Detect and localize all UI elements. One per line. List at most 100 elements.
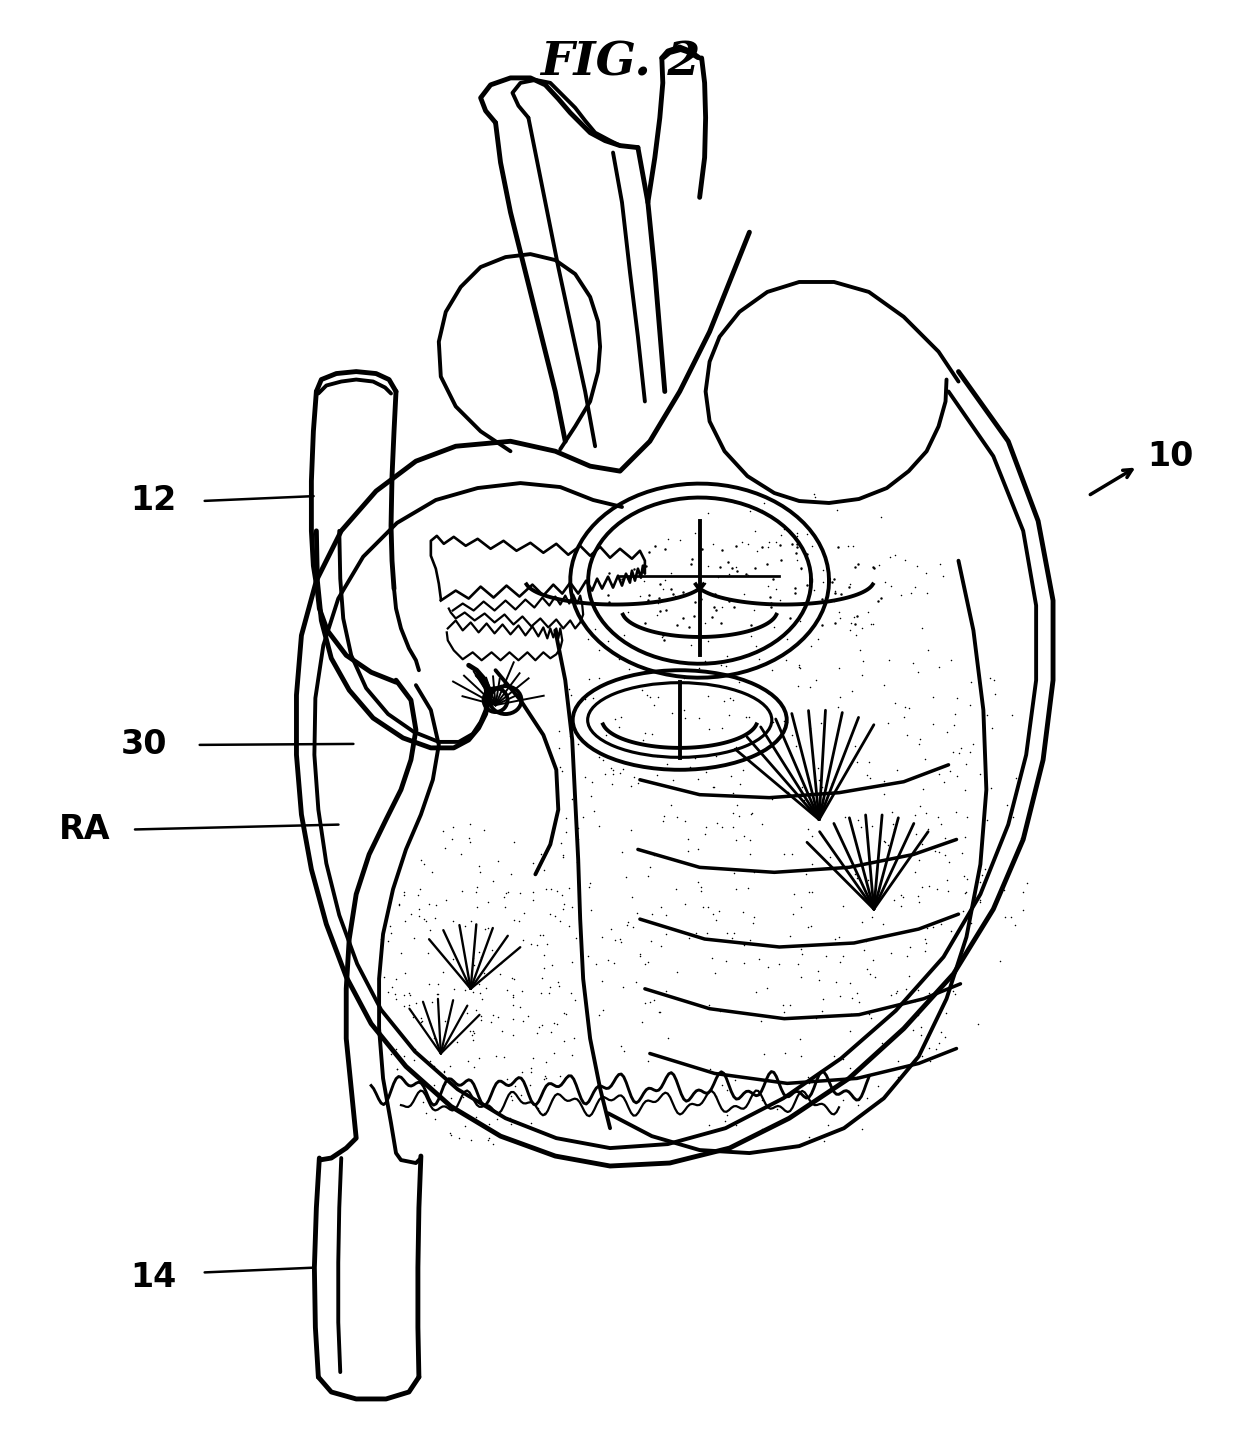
Point xyxy=(556,806,575,829)
Point xyxy=(627,902,647,925)
Point xyxy=(466,1105,486,1129)
Point xyxy=(739,533,759,556)
Point xyxy=(510,996,529,1019)
Point xyxy=(508,909,528,932)
Point xyxy=(501,1105,521,1129)
Point xyxy=(833,894,853,918)
Point xyxy=(477,890,497,913)
Point xyxy=(523,1092,543,1116)
Point xyxy=(939,851,959,874)
Point xyxy=(372,933,392,957)
Point xyxy=(548,975,568,998)
Point xyxy=(401,983,420,1006)
Point xyxy=(844,605,864,629)
Point xyxy=(915,939,935,962)
Point xyxy=(698,501,718,525)
Point xyxy=(568,827,588,850)
Point xyxy=(909,1003,929,1026)
Point xyxy=(471,946,491,970)
Point xyxy=(463,981,482,1004)
Point xyxy=(427,1027,446,1051)
Point xyxy=(800,675,820,698)
Point xyxy=(985,669,1004,692)
Point xyxy=(936,1001,956,1025)
Point xyxy=(505,967,525,990)
Point xyxy=(708,900,728,923)
Point xyxy=(532,981,552,1004)
Point xyxy=(479,1113,498,1136)
Point xyxy=(630,585,650,608)
Point xyxy=(753,812,773,835)
Point xyxy=(905,860,925,883)
Point xyxy=(521,1061,541,1084)
Point xyxy=(749,647,769,670)
Point xyxy=(774,517,794,540)
Point xyxy=(696,822,715,845)
Point xyxy=(512,980,532,1003)
Point xyxy=(611,705,631,728)
Point xyxy=(407,991,427,1014)
Point xyxy=(857,763,877,786)
Point xyxy=(727,556,746,579)
Point xyxy=(639,1051,658,1074)
Point xyxy=(900,844,920,867)
Point xyxy=(609,715,629,738)
Point xyxy=(802,825,822,848)
Point xyxy=(626,971,646,994)
Point xyxy=(632,728,652,751)
Point xyxy=(386,983,405,1006)
Point xyxy=(944,714,963,737)
Point xyxy=(719,562,739,585)
Point xyxy=(712,653,732,676)
Point xyxy=(801,634,821,657)
Point xyxy=(482,938,502,961)
Point xyxy=(651,935,671,958)
Point xyxy=(719,702,739,725)
Point xyxy=(562,896,582,919)
Point xyxy=(386,1038,405,1061)
Text: FIG. 2: FIG. 2 xyxy=(539,40,701,85)
Point xyxy=(501,863,521,886)
Point xyxy=(890,584,910,607)
Point xyxy=(945,983,965,1006)
Point xyxy=(693,896,713,919)
Point xyxy=(729,803,749,827)
Point xyxy=(910,728,930,751)
Point xyxy=(977,704,997,727)
Point xyxy=(652,626,672,649)
Point xyxy=(857,825,877,848)
Point xyxy=(453,1085,472,1108)
Point xyxy=(505,831,525,854)
Point xyxy=(942,980,962,1003)
Point xyxy=(551,756,570,779)
Point xyxy=(441,1123,461,1146)
Point xyxy=(635,952,655,975)
Point xyxy=(791,938,811,961)
Point xyxy=(909,848,929,871)
Point xyxy=(828,696,848,720)
Point xyxy=(378,929,398,952)
Point xyxy=(697,815,717,838)
Point xyxy=(789,653,808,676)
Point xyxy=(466,894,486,918)
Point xyxy=(502,985,522,1009)
Point xyxy=(413,1090,433,1113)
Point xyxy=(740,828,760,851)
Point xyxy=(642,903,662,926)
Point xyxy=(888,759,908,782)
Point xyxy=(614,975,634,998)
Point xyxy=(847,1065,867,1088)
Point xyxy=(537,1051,557,1074)
Point xyxy=(444,948,464,971)
Point xyxy=(996,905,1016,928)
Point xyxy=(470,981,490,1004)
Point xyxy=(464,1055,484,1078)
Point xyxy=(910,733,930,756)
Point xyxy=(396,909,415,932)
Point xyxy=(1007,766,1027,789)
Point xyxy=(394,962,414,985)
Point xyxy=(469,1046,489,1069)
Point xyxy=(905,575,925,598)
Point xyxy=(644,842,663,866)
Point xyxy=(503,983,523,1006)
